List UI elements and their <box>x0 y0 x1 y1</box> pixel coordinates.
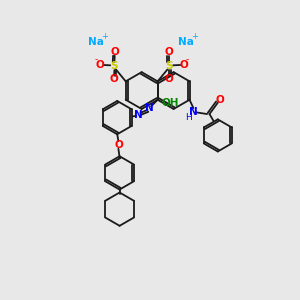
Text: O: O <box>215 95 224 105</box>
Text: +: + <box>101 32 108 41</box>
Text: Na: Na <box>88 37 104 46</box>
Text: OH: OH <box>161 98 179 109</box>
Text: Na: Na <box>178 37 194 46</box>
Text: O: O <box>165 74 173 84</box>
Text: +: + <box>192 32 199 41</box>
Text: O: O <box>110 74 118 84</box>
Text: N: N <box>189 107 197 117</box>
Text: S: S <box>165 61 173 71</box>
Text: N: N <box>134 110 143 120</box>
Text: O: O <box>179 60 188 70</box>
Text: O: O <box>165 47 173 57</box>
Text: H: H <box>185 113 192 122</box>
Text: S: S <box>111 61 118 71</box>
Text: O: O <box>95 60 104 70</box>
Text: N: N <box>145 103 154 113</box>
Text: -: - <box>94 55 98 64</box>
Text: O: O <box>114 140 123 150</box>
Text: O: O <box>111 47 119 57</box>
Text: -: - <box>186 55 189 64</box>
